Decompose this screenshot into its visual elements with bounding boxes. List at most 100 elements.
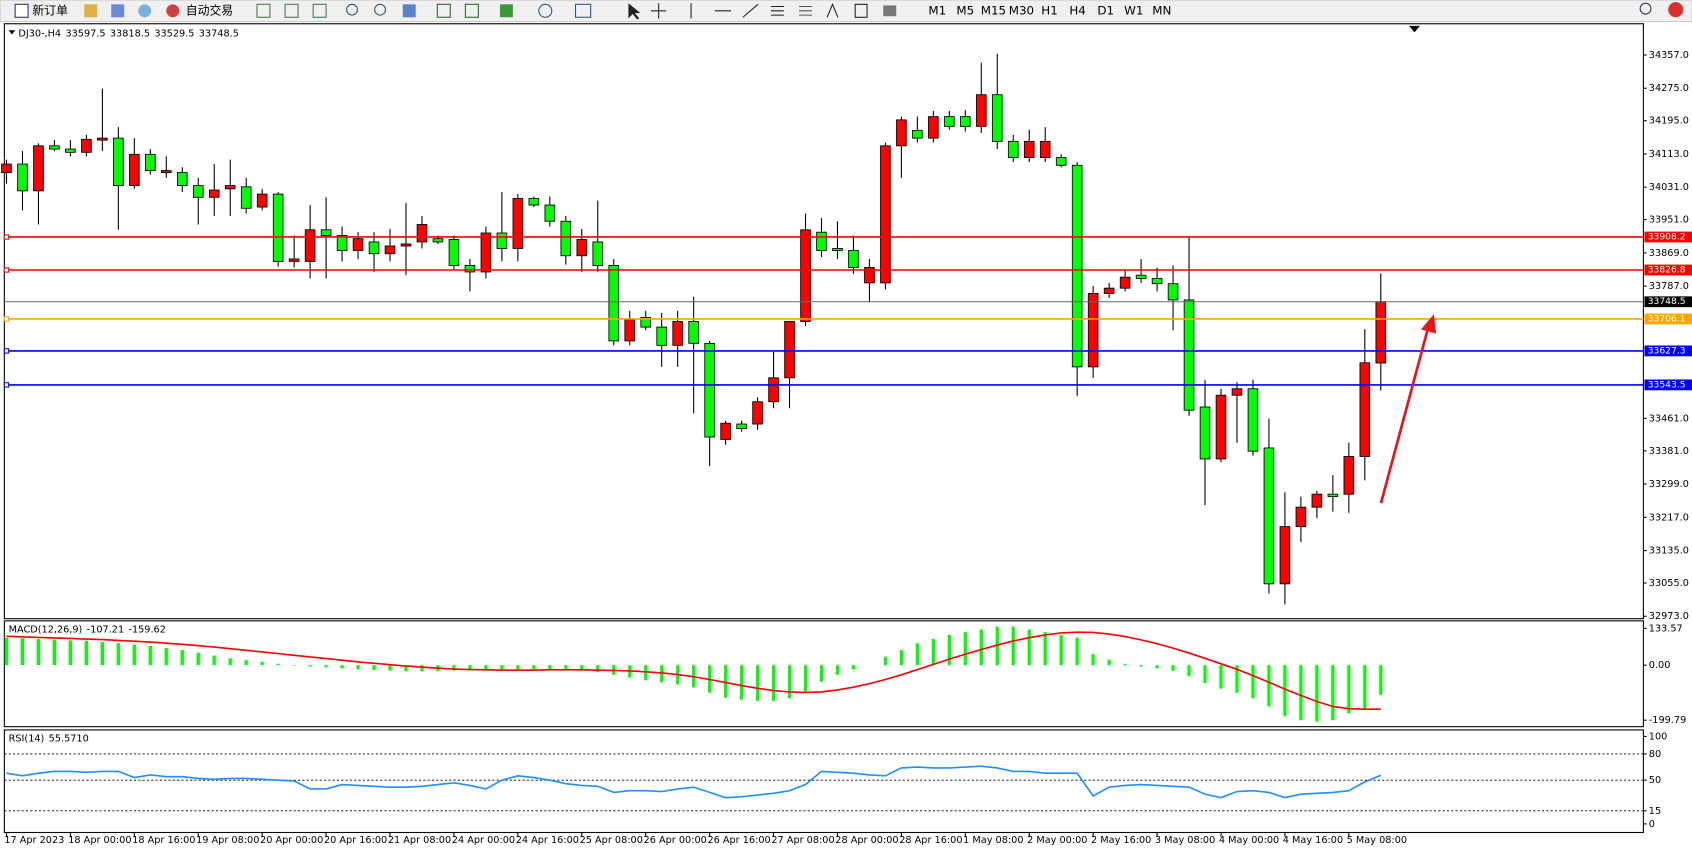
trendline-tool[interactable] bbox=[742, 3, 759, 18]
text-tool[interactable] bbox=[826, 2, 839, 18]
macd-bar bbox=[20, 638, 25, 666]
last-price-bg bbox=[1644, 296, 1692, 308]
candle-body bbox=[656, 326, 667, 346]
label-tool[interactable] bbox=[854, 3, 868, 18]
channel-tool[interactable] bbox=[770, 5, 784, 16]
shapes-tool[interactable] bbox=[883, 5, 897, 17]
y-tick-label: 15 bbox=[1649, 806, 1661, 817]
macd-bar bbox=[340, 665, 344, 669]
y-tick-label: 34357.0 bbox=[1649, 50, 1689, 61]
timeframe-button[interactable]: M15 bbox=[981, 3, 1006, 17]
macd-bar bbox=[84, 640, 89, 666]
rsi-panel bbox=[3, 729, 1644, 834]
macd-bar bbox=[68, 640, 73, 666]
candle-body bbox=[720, 422, 731, 440]
timeframe-button[interactable]: MN bbox=[1152, 3, 1171, 17]
candle-body bbox=[368, 241, 380, 255]
macd-bar bbox=[116, 643, 120, 666]
candle-body bbox=[113, 137, 124, 186]
level-label: 33543.5 bbox=[1648, 379, 1686, 390]
y-tick-label: 34031.0 bbox=[1649, 182, 1689, 193]
level-label: 33706.1 bbox=[1648, 313, 1686, 324]
macd-bar bbox=[1299, 665, 1303, 721]
candle-body bbox=[1375, 301, 1387, 364]
level-label-bg bbox=[1644, 379, 1692, 391]
x-tick-label: 18 Apr 00:00 bbox=[68, 835, 131, 846]
macd-bar bbox=[164, 648, 168, 666]
candle-body bbox=[784, 320, 795, 379]
icon[interactable] bbox=[138, 4, 152, 18]
candle-body bbox=[944, 116, 955, 127]
timeframe-button[interactable]: D1 bbox=[1097, 3, 1114, 17]
fibo-tool[interactable] bbox=[799, 5, 812, 16]
new-order-icon[interactable] bbox=[14, 3, 29, 18]
candle-body bbox=[145, 153, 156, 171]
icon[interactable] bbox=[284, 3, 299, 18]
macd-bar bbox=[1331, 665, 1335, 721]
y-tick-label: 34275.0 bbox=[1649, 83, 1689, 94]
icon[interactable] bbox=[436, 3, 451, 18]
macd-bar bbox=[1155, 665, 1159, 669]
notification-icon[interactable] bbox=[1668, 2, 1684, 18]
candle-body bbox=[736, 423, 747, 429]
macd-bar bbox=[548, 665, 552, 670]
macd-bar bbox=[739, 665, 744, 700]
level-label-bg bbox=[1644, 345, 1692, 357]
candle-body bbox=[1039, 140, 1051, 159]
icon[interactable] bbox=[574, 3, 592, 18]
icon[interactable] bbox=[111, 4, 125, 18]
candle-body bbox=[991, 94, 1003, 142]
timeframe-button[interactable]: M30 bbox=[1009, 3, 1034, 17]
macd-bar bbox=[963, 632, 967, 666]
timeframe-button[interactable]: H1 bbox=[1041, 3, 1057, 17]
timeframe-button[interactable]: M5 bbox=[956, 3, 974, 17]
candle-body bbox=[97, 137, 108, 141]
icon[interactable] bbox=[499, 4, 513, 18]
timeframe-button[interactable]: W1 bbox=[1124, 3, 1143, 17]
icon[interactable] bbox=[256, 3, 271, 18]
candle-body bbox=[464, 265, 476, 273]
zoom-in[interactable] bbox=[346, 3, 358, 16]
candle-body bbox=[288, 258, 300, 262]
icon[interactable] bbox=[84, 4, 98, 18]
macd-bar bbox=[644, 665, 648, 681]
icon[interactable] bbox=[464, 3, 479, 18]
main-panel bbox=[3, 23, 1644, 620]
y-tick-label: 100 bbox=[1649, 731, 1668, 742]
candle-body bbox=[1343, 456, 1355, 495]
candle-body bbox=[448, 239, 460, 266]
search-icon[interactable] bbox=[1639, 2, 1652, 15]
x-tick-label: 20 Apr 00:00 bbox=[260, 835, 323, 846]
candle-body bbox=[129, 153, 140, 186]
zoom-out[interactable] bbox=[374, 3, 387, 16]
candle-body bbox=[65, 148, 76, 153]
toolbar: 新订单 自动交易 M1 M5 M15 M30 H1 H4 D1 W1 MN bbox=[0, 0, 1692, 23]
x-tick-label: 18 Apr 16:00 bbox=[132, 835, 195, 846]
macd-bar bbox=[580, 665, 584, 671]
timeframe-button[interactable]: H4 bbox=[1069, 3, 1085, 17]
level-marker bbox=[3, 234, 10, 240]
x-tick-label: 24 Apr 00:00 bbox=[452, 835, 515, 846]
last-price-label: 33748.5 bbox=[1648, 296, 1686, 307]
candle-body bbox=[1327, 493, 1339, 498]
icon[interactable] bbox=[312, 3, 327, 18]
autotrade-icon[interactable] bbox=[166, 4, 180, 18]
y-tick-label: 33055.0 bbox=[1649, 578, 1689, 589]
candle-body bbox=[1183, 299, 1195, 411]
icon[interactable] bbox=[402, 4, 416, 18]
candle-body bbox=[496, 232, 508, 249]
x-tick-label: 4 May 16:00 bbox=[1283, 835, 1343, 846]
macd-bar bbox=[835, 665, 840, 675]
crosshair-tool[interactable] bbox=[651, 3, 667, 19]
candle-body bbox=[1151, 278, 1163, 285]
cursor-tool[interactable] bbox=[628, 3, 641, 20]
candle-body bbox=[1055, 157, 1067, 166]
macd-bar bbox=[915, 643, 919, 666]
candle-body bbox=[1103, 287, 1115, 294]
macd-bar bbox=[1219, 665, 1223, 689]
timeframe-button[interactable]: M1 bbox=[928, 3, 946, 17]
candle-body bbox=[624, 318, 636, 342]
candle-body bbox=[1359, 362, 1371, 457]
icon[interactable] bbox=[538, 3, 553, 18]
